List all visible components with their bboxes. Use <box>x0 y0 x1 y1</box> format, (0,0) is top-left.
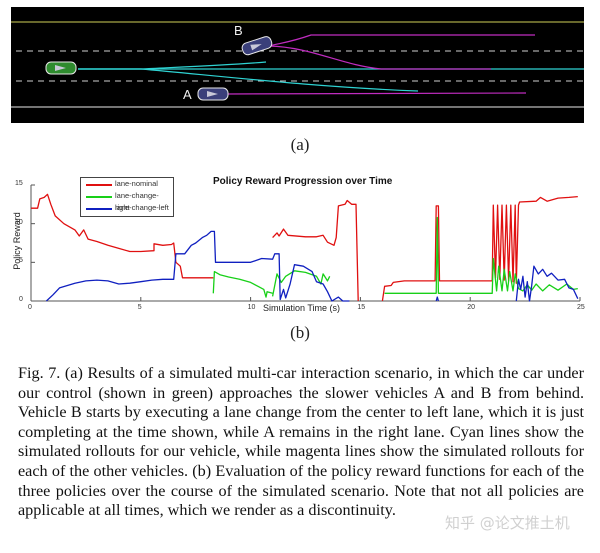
policy-reward-chart <box>30 184 581 302</box>
legend-label: lane-change-left <box>115 203 169 212</box>
road-scene-canvas: BA <box>11 21 584 108</box>
subfigure-a-label: (a) <box>290 135 310 154</box>
series-lane-change-left <box>435 296 440 302</box>
vehicle-A: A <box>183 87 229 102</box>
chart-legend: lane-nominal lane-change-right lane-chan… <box>80 177 174 217</box>
legend-swatch <box>86 208 112 210</box>
series-lane-change-left <box>515 265 579 302</box>
x-tick-label: 25 <box>577 304 585 311</box>
y-tick-label: 5 <box>19 257 23 265</box>
vehicle-B: B <box>234 23 273 56</box>
ego-rollout-right <box>78 68 419 92</box>
y-tick-label: 10 <box>15 218 23 226</box>
vehicle-b-rollout-left <box>268 34 535 47</box>
heading-arrow-icon <box>55 65 66 71</box>
subfigure-b-label: (b) <box>290 323 310 342</box>
legend-swatch <box>86 184 112 186</box>
legend-item-lane-nominal: lane-nominal <box>81 178 173 190</box>
ego-rollout-left <box>78 61 267 70</box>
legend-item-lane-change-left: lane-change-left <box>81 202 173 214</box>
y-tick-label: 15 <box>15 180 23 187</box>
legend-swatch <box>86 196 112 198</box>
vehicle-label: B <box>234 23 243 38</box>
series-lane-nominal <box>381 195 578 302</box>
watermark: 知乎 @论文推土机 <box>445 514 570 532</box>
vehicle-b-rollout-center <box>268 45 491 70</box>
legend-label: lane-change-right <box>115 191 159 212</box>
series-lane-change-right <box>384 216 578 294</box>
x-tick-label: 15 <box>357 304 366 311</box>
legend-item-lane-change-right: lane-change-right <box>81 190 173 212</box>
x-tick-label: 0 <box>28 304 32 311</box>
figure-caption: Fig. 7. (a) Results of a simulated multi… <box>18 364 584 520</box>
y-tick-label: 0 <box>19 296 23 303</box>
x-tick-label: 20 <box>467 304 475 311</box>
x-tick-label: 5 <box>137 304 142 311</box>
series-lane-nominal <box>31 193 214 279</box>
x-tick-label: 10 <box>247 304 256 311</box>
heading-arrow-icon <box>250 44 262 51</box>
legend-label: lane-nominal <box>115 179 158 188</box>
series-lane-change-left <box>45 230 350 302</box>
heading-arrow-icon <box>207 91 218 97</box>
x-axis-label: Simulation Time (s) <box>263 303 341 313</box>
series-lane-change-right <box>212 270 273 298</box>
chart-title: Policy Reward Progression over Time <box>213 176 393 187</box>
series-lane-nominal <box>272 199 359 302</box>
vehicle-ego <box>45 61 77 75</box>
vehicle-a-rollout <box>226 92 527 95</box>
vehicle-label: A <box>183 87 192 102</box>
